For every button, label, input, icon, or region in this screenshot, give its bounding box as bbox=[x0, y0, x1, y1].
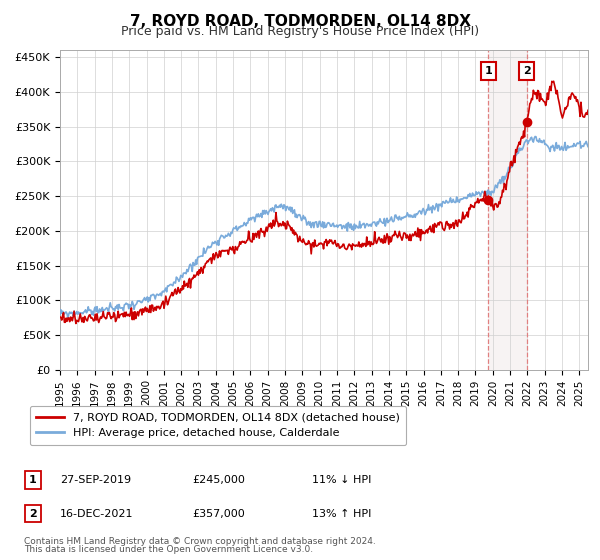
Text: 13% ↑ HPI: 13% ↑ HPI bbox=[312, 508, 371, 519]
Text: 2: 2 bbox=[29, 508, 37, 519]
Text: 1: 1 bbox=[29, 475, 37, 485]
Text: 16-DEC-2021: 16-DEC-2021 bbox=[60, 508, 133, 519]
Text: Contains HM Land Registry data © Crown copyright and database right 2024.: Contains HM Land Registry data © Crown c… bbox=[24, 537, 376, 546]
Text: 11% ↓ HPI: 11% ↓ HPI bbox=[312, 475, 371, 485]
Bar bbox=[488, 50, 527, 370]
Text: Price paid vs. HM Land Registry's House Price Index (HPI): Price paid vs. HM Land Registry's House … bbox=[121, 25, 479, 38]
Text: This data is licensed under the Open Government Licence v3.0.: This data is licensed under the Open Gov… bbox=[24, 545, 313, 554]
Text: 7, ROYD ROAD, TODMORDEN, OL14 8DX: 7, ROYD ROAD, TODMORDEN, OL14 8DX bbox=[130, 14, 470, 29]
Text: 1: 1 bbox=[485, 66, 493, 76]
Text: £245,000: £245,000 bbox=[192, 475, 245, 485]
Text: £357,000: £357,000 bbox=[192, 508, 245, 519]
Text: 27-SEP-2019: 27-SEP-2019 bbox=[60, 475, 131, 485]
Text: 2: 2 bbox=[523, 66, 530, 76]
Legend: 7, ROYD ROAD, TODMORDEN, OL14 8DX (detached house), HPI: Average price, detached: 7, ROYD ROAD, TODMORDEN, OL14 8DX (detac… bbox=[29, 406, 406, 445]
